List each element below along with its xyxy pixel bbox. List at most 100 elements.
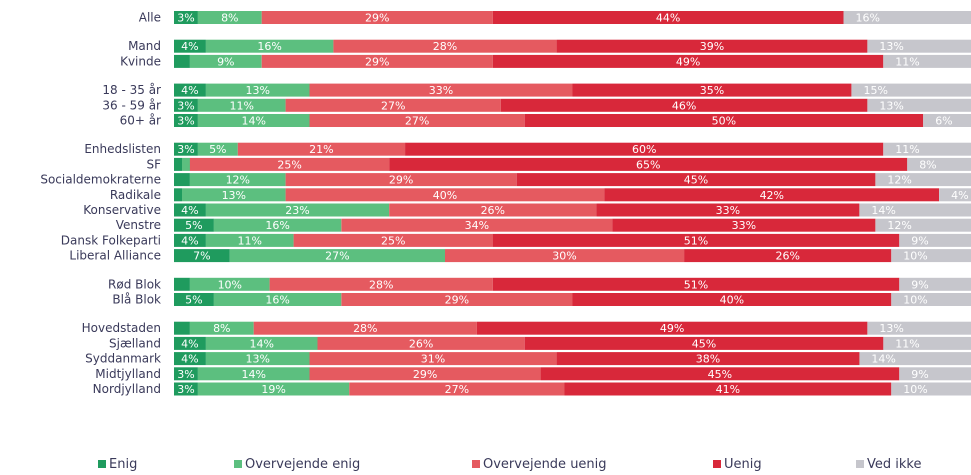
row-label-36-59-ar: 36 - 59 år: [102, 98, 161, 112]
bar-segment-kvinde-overvejende-uenig: [261, 54, 493, 68]
bar-segment-enhedslisten-uenig: [405, 142, 884, 156]
bar-row-kvinde: Kvinde 9% 29% 49% 11%: [120, 54, 971, 68]
row-label-kvinde: Kvinde: [120, 54, 161, 68]
bar-segment-bla-blok-overvejende-uenig: [341, 293, 573, 306]
bar-segment-kvinde-uenig: [492, 54, 884, 68]
data-label-konservative-overvejende-uenig: 26%: [481, 204, 505, 217]
data-label-60-ar-overvejende-uenig: 27%: [405, 115, 429, 128]
data-label-socialdemokraterne-ved-ikke: 12%: [887, 174, 911, 187]
bar-segment-liberal-alliance-enig: [174, 249, 230, 263]
bar-segment-radikale-enig: [174, 188, 182, 202]
bar-segment-socialdemokraterne-ved-ikke: [875, 173, 971, 187]
data-label-alle-overvejende-uenig: 29%: [365, 12, 389, 25]
data-label-dansk-folkeparti-overvejende-uenig: 25%: [381, 234, 405, 247]
data-label-60-ar-overvejende-enig: 14%: [241, 115, 265, 128]
data-label-liberal-alliance-overvejende-enig: 27%: [325, 250, 349, 263]
data-label-bla-blok-enig: 5%: [185, 294, 202, 307]
data-label-60-ar-enig: 3%: [177, 115, 194, 128]
data-label-60-ar-uenig: 50%: [712, 115, 736, 128]
bar-segment-konservative-ved-ikke: [859, 203, 971, 217]
data-label-nordjylland-overvejende-uenig: 27%: [445, 383, 469, 396]
row-label-rod-blok: Rød Blok: [108, 277, 161, 291]
data-label-konservative-enig: 4%: [181, 204, 198, 217]
bar-row-60-ar: 60+ år 3% 14% 27% 50% 6%: [120, 114, 971, 128]
bar-segment-syddanmark-overvejende-uenig: [309, 352, 557, 366]
bar-segment-hovedstaden-overvejende-enig: [189, 321, 254, 335]
bar-segment-venstre-enig: [174, 218, 214, 232]
data-label-dansk-folkeparti-overvejende-enig: 11%: [237, 234, 261, 247]
data-label-rod-blok-ved-ikke: 9%: [911, 278, 928, 291]
bar-row-liberal-alliance: Liberal Alliance 7% 27% 30% 26% 10%: [69, 249, 971, 263]
row-label-dansk-folkeparti: Dansk Folkeparti: [61, 233, 161, 247]
bar-segment-sjaelland-overvejende-uenig: [317, 336, 525, 350]
data-label-mand-enig: 4%: [181, 40, 198, 53]
data-label-liberal-alliance-uenig: 26%: [775, 250, 799, 263]
legend-label-ved-ikke: Ved ikke: [867, 457, 921, 472]
legend-item-enig: Enig: [98, 457, 137, 472]
legend: Enig Overvejende enig Overvejende uenig Uen…: [98, 457, 921, 472]
legend-label-overvejende-enig: Overvejende enig: [245, 457, 360, 472]
bar-segment-liberal-alliance-overvejende-uenig: [445, 249, 685, 263]
bar-segment-socialdemokraterne-overvejende-uenig: [285, 173, 517, 187]
bar-segment-mand-overvejende-enig: [205, 39, 334, 53]
bar-segment-hovedstaden-ved-ikke: [867, 321, 971, 335]
bar-segment-liberal-alliance-overvejende-enig: [229, 249, 445, 263]
row-label-nordjylland: Nordjylland: [93, 382, 161, 396]
bar-segment-midtjylland-overvejende-enig: [197, 367, 310, 381]
bar-segment-18-35-ar-overvejende-enig: [205, 83, 310, 97]
bar-segment-mand-enig: [174, 39, 206, 53]
bar-row-mand: Mand 4% 16% 28% 39% 13%: [128, 39, 971, 53]
row-label-mand: Mand: [128, 39, 161, 53]
data-label-konservative-overvejende-enig: 23%: [285, 204, 309, 217]
bar-segment-rod-blok-enig: [174, 277, 190, 291]
data-label-36-59-ar-enig: 3%: [177, 99, 194, 112]
data-label-midtjylland-enig: 3%: [177, 368, 194, 381]
bar-segment-rod-blok-uenig: [492, 277, 900, 291]
bar-segment-60-ar-enig: [174, 114, 198, 127]
bar-row-bla-blok: Blå Blok 5% 16% 29% 40% 10%: [112, 293, 971, 307]
data-label-socialdemokraterne-overvejende-uenig: 29%: [389, 174, 413, 187]
bar-segment-rod-blok-overvejende-enig: [189, 277, 270, 291]
data-label-alle-ved-ikke: 16%: [856, 12, 880, 25]
bar-row-hovedstaden: Hovedstaden 8% 28% 49% 13%: [82, 321, 971, 335]
bar-segment-radikale-ved-ikke: [939, 188, 971, 202]
bar-segment-syddanmark-enig: [174, 352, 206, 366]
bar-segment-rod-blok-overvejende-uenig: [269, 277, 493, 291]
data-label-venstre-overvejende-uenig: 34%: [465, 219, 489, 232]
row-label-konservative: Konservative: [83, 203, 161, 217]
data-label-sf-uenig: 65%: [636, 158, 660, 171]
data-label-enhedslisten-overvejende-uenig: 21%: [309, 143, 333, 156]
data-label-sjaelland-ved-ikke: 11%: [895, 337, 919, 350]
data-label-sjaelland-enig: 4%: [181, 337, 198, 350]
data-label-rod-blok-overvejende-uenig: 28%: [369, 278, 393, 291]
data-label-18-35-ar-overvejende-uenig: 33%: [429, 84, 453, 97]
data-label-kvinde-overvejende-enig: 9%: [217, 55, 234, 68]
data-label-enhedslisten-overvejende-enig: 5%: [209, 143, 226, 156]
bar-row-konservative: Konservative 4% 23% 26% 33% 14%: [83, 203, 971, 217]
bar-segment-dansk-folkeparti-ved-ikke: [899, 233, 971, 247]
legend-swatch-enig: [98, 460, 106, 468]
data-label-36-59-ar-overvejende-enig: 11%: [229, 99, 253, 112]
bar-segment-60-ar-ved-ikke: [923, 114, 971, 127]
bar-row-18-35-ar: 18 - 35 år 4% 13% 33% 35% 15%: [102, 83, 971, 97]
bar-segment-radikale-uenig: [604, 188, 940, 202]
data-label-36-59-ar-uenig: 46%: [672, 99, 696, 112]
bar-segment-36-59-ar-overvejende-uenig: [285, 98, 501, 112]
bar-segment-kvinde-enig: [174, 54, 190, 68]
data-label-18-35-ar-overvejende-enig: 13%: [245, 84, 269, 97]
bar-segment-midtjylland-ved-ikke: [899, 367, 971, 381]
bar-segment-hovedstaden-uenig: [476, 321, 868, 335]
data-label-sf-ved-ikke: 8%: [919, 158, 936, 171]
data-label-nordjylland-ved-ikke: 10%: [903, 383, 927, 396]
data-label-mand-ved-ikke: 13%: [879, 40, 903, 53]
bar-segment-liberal-alliance-uenig: [684, 249, 892, 263]
bar-segment-konservative-uenig: [596, 203, 860, 217]
bar-row-socialdemokraterne: Socialdemokraterne 12% 29% 45% 12%: [40, 173, 971, 187]
data-label-bla-blok-overvejende-uenig: 29%: [445, 294, 469, 307]
bar-segment-36-59-ar-enig: [174, 98, 198, 112]
data-label-midtjylland-overvejende-uenig: 29%: [413, 368, 437, 381]
data-label-bla-blok-ved-ikke: 10%: [903, 294, 927, 307]
data-label-sjaelland-uenig: 45%: [692, 337, 716, 350]
data-label-konservative-uenig: 33%: [716, 204, 740, 217]
row-label-socialdemokraterne: Socialdemokraterne: [40, 173, 161, 187]
